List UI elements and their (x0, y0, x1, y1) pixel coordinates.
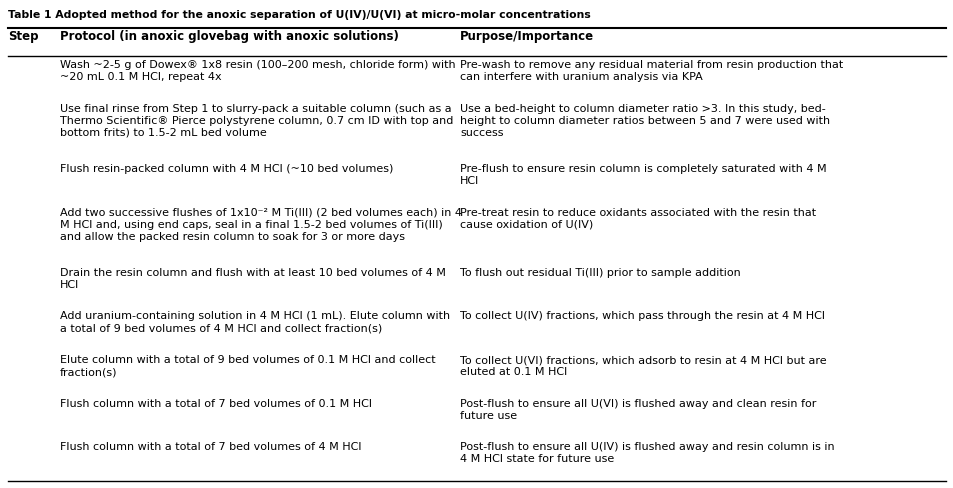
Text: Use final rinse from Step 1 to slurry-pack a suitable column (such as a
Thermo S: Use final rinse from Step 1 to slurry-pa… (60, 103, 453, 138)
Text: Pre-wash to remove any residual material from resin production that
can interfer: Pre-wash to remove any residual material… (459, 60, 842, 82)
Text: Elute column with a total of 9 bed volumes of 0.1 M HCl and collect
fraction(s): Elute column with a total of 9 bed volum… (60, 355, 436, 377)
Text: Wash ~2-5 g of Dowex® 1x8 resin (100–200 mesh, chloride form) with
~20 mL 0.1 M : Wash ~2-5 g of Dowex® 1x8 resin (100–200… (60, 60, 456, 82)
Text: To flush out residual Ti(III) prior to sample addition: To flush out residual Ti(III) prior to s… (459, 268, 740, 278)
Text: To collect U(IV) fractions, which pass through the resin at 4 M HCl: To collect U(IV) fractions, which pass t… (459, 311, 824, 322)
Text: Post-flush to ensure all U(IV) is flushed away and resin column is in
4 M HCl st: Post-flush to ensure all U(IV) is flushe… (459, 442, 834, 465)
Text: Pre-treat resin to reduce oxidants associated with the resin that
cause oxidatio: Pre-treat resin to reduce oxidants assoc… (459, 207, 815, 229)
Text: Drain the resin column and flush with at least 10 bed volumes of 4 M
HCl: Drain the resin column and flush with at… (60, 268, 445, 290)
Text: Use a bed-height to column diameter ratio >3. In this study, bed-
height to colu: Use a bed-height to column diameter rati… (459, 103, 829, 138)
Text: To collect U(VI) fractions, which adsorb to resin at 4 M HCl but are
eluted at 0: To collect U(VI) fractions, which adsorb… (459, 355, 825, 377)
Text: Flush resin-packed column with 4 M HCl (~10 bed volumes): Flush resin-packed column with 4 M HCl (… (60, 164, 393, 174)
Text: Pre-flush to ensure resin column is completely saturated with 4 M
HCl: Pre-flush to ensure resin column is comp… (459, 164, 825, 186)
Text: Flush column with a total of 7 bed volumes of 4 M HCl: Flush column with a total of 7 bed volum… (60, 442, 361, 452)
Text: Step: Step (8, 30, 38, 43)
Text: Table 1 Adopted method for the anoxic separation of U(IV)/U(VI) at micro-molar c: Table 1 Adopted method for the anoxic se… (8, 10, 590, 20)
Text: Add two successive flushes of 1x10⁻² M Ti(III) (2 bed volumes each) in 4
M HCl a: Add two successive flushes of 1x10⁻² M T… (60, 207, 461, 242)
Text: Add uranium-containing solution in 4 M HCl (1 mL). Elute column with
a total of : Add uranium-containing solution in 4 M H… (60, 311, 450, 333)
Text: Purpose/Importance: Purpose/Importance (459, 30, 594, 43)
Text: Post-flush to ensure all U(VI) is flushed away and clean resin for
future use: Post-flush to ensure all U(VI) is flushe… (459, 399, 816, 421)
Text: Flush column with a total of 7 bed volumes of 0.1 M HCl: Flush column with a total of 7 bed volum… (60, 399, 372, 409)
Text: Protocol (in anoxic glovebag with anoxic solutions): Protocol (in anoxic glovebag with anoxic… (60, 30, 398, 43)
